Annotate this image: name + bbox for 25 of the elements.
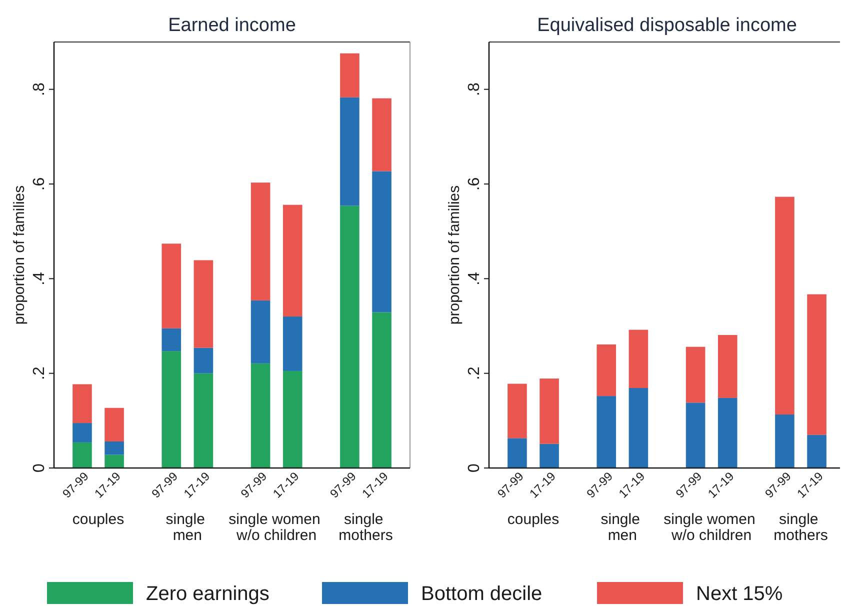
text: single mothers <box>338 511 393 544</box>
y-tick-label: .6 <box>466 177 483 191</box>
y-tick-label: .8 <box>31 82 48 96</box>
chart-title: Earned income <box>168 15 296 36</box>
y-tick-label: .4 <box>466 272 483 286</box>
y-tick-label: 0 <box>466 463 483 472</box>
y-tick-label: 0 <box>31 463 48 472</box>
legend-label: Bottom decile <box>421 583 542 605</box>
text: single women w/o children <box>228 511 325 544</box>
text: single men <box>600 511 644 544</box>
text: single men <box>166 511 210 544</box>
text: couples <box>72 511 124 528</box>
text: single mothers <box>774 511 828 544</box>
legend-label: Next 15% <box>696 583 783 605</box>
text: single women w/o children <box>664 511 760 544</box>
y-tick-label: .6 <box>31 177 48 191</box>
legend-label: Zero earnings <box>146 583 270 605</box>
chart-title: Equivalised disposable income <box>537 15 797 36</box>
y-axis-title: proportion of families <box>446 185 463 325</box>
y-tick-label: .4 <box>31 272 48 286</box>
y-tick-label: .2 <box>31 366 48 380</box>
text: couples <box>507 511 560 528</box>
y-axis-title: proportion of families <box>11 185 28 325</box>
y-tick-label: .8 <box>466 82 483 96</box>
y-tick-label: .2 <box>466 366 483 380</box>
